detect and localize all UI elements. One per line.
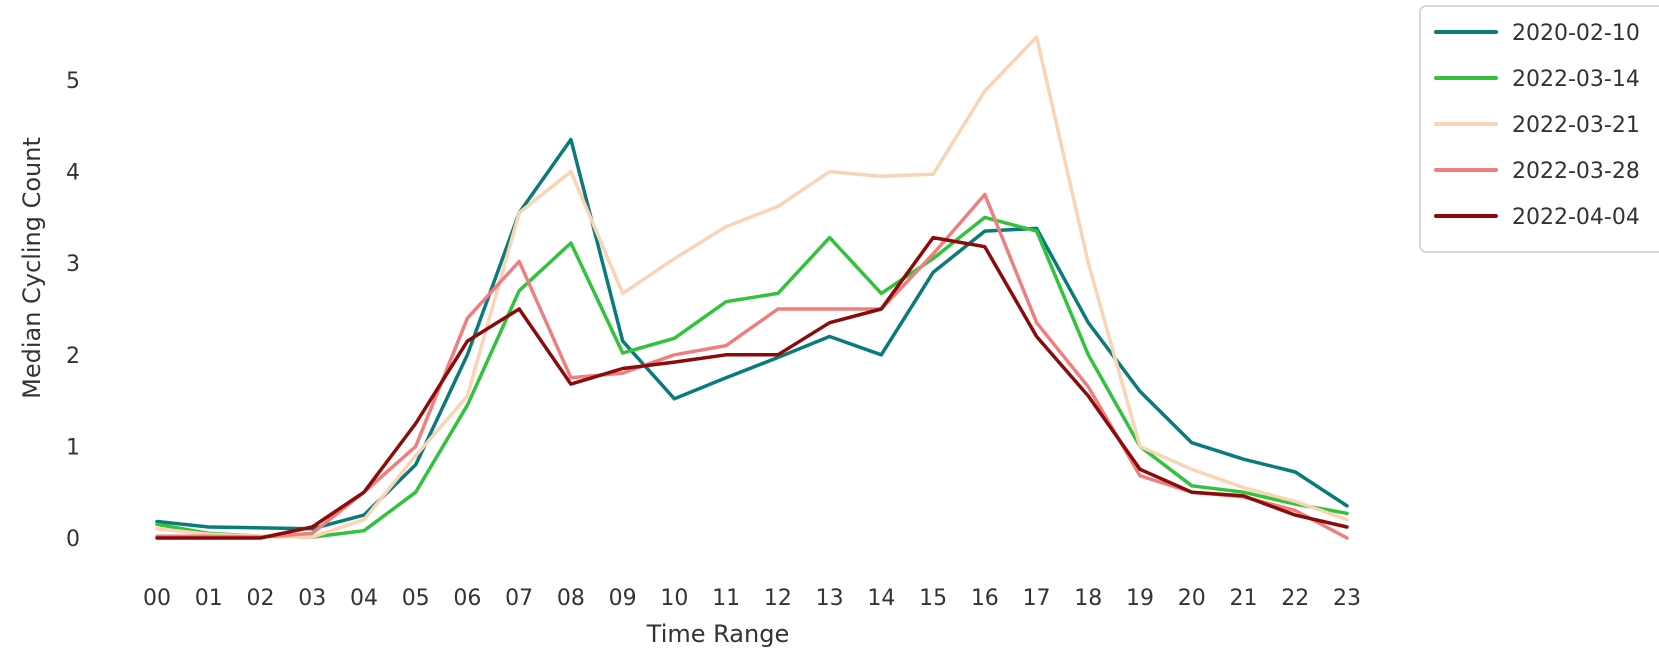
- x-tick-label: 05: [402, 586, 430, 611]
- x-tick-label: 11: [712, 586, 740, 611]
- series-line-2020-02-10: [155, 137, 1349, 531]
- legend-label: 2022-03-28: [1512, 159, 1640, 184]
- x-tick-label: 19: [1126, 586, 1154, 611]
- y-tick-label: 2: [66, 344, 80, 369]
- y-tick-label: 0: [66, 527, 80, 552]
- x-tick-label: 23: [1333, 586, 1361, 611]
- series-line-2022-03-21: [155, 35, 1349, 539]
- x-tick-label: 10: [660, 586, 688, 611]
- x-tick-label: 13: [816, 586, 844, 611]
- x-axis-label: Time Range: [646, 620, 789, 648]
- y-axis-ticks: 0 1 2 3 4 5: [66, 69, 80, 552]
- x-tick-label: 08: [557, 586, 585, 611]
- x-tick-label: 18: [1074, 586, 1102, 611]
- x-tick-label: 00: [143, 586, 171, 611]
- x-tick-label: 14: [867, 586, 895, 611]
- x-axis-ticks: 00 01 02 03 04 05 06 07 08 09 10 11 12 13 14 15 16 17 18 19…: [143, 586, 1361, 611]
- y-axis-label: Median Cycling Count: [18, 137, 46, 399]
- x-tick-label: 20: [1178, 586, 1206, 611]
- x-tick-label: 01: [195, 586, 223, 611]
- x-tick-label: 22: [1281, 586, 1309, 611]
- x-tick-label: 17: [1023, 586, 1051, 611]
- x-tick-label: 04: [350, 586, 378, 611]
- series-line-2022-04-04: [155, 235, 1349, 540]
- legend: 2020-02-10 2022-03-14 2022-03-21 2022-03-28…: [1419, 5, 1659, 253]
- x-tick-label: 02: [246, 586, 274, 611]
- x-tick-label: 09: [609, 586, 637, 611]
- legend-label: 2022-03-21: [1512, 113, 1640, 138]
- legend-label: 2022-03-14: [1512, 67, 1640, 92]
- x-tick-label: 15: [919, 586, 947, 611]
- x-tick-label: 06: [453, 586, 481, 611]
- y-tick-label: 5: [66, 69, 80, 94]
- y-tick-label: 4: [66, 161, 80, 186]
- series-lines: [155, 35, 1349, 540]
- x-tick-label: 03: [298, 586, 326, 611]
- x-tick-label: 16: [971, 586, 999, 611]
- series-line-2022-03-14: [155, 215, 1349, 539]
- x-tick-label: 21: [1230, 586, 1258, 611]
- y-tick-label: 1: [66, 435, 80, 460]
- x-tick-label: 07: [505, 586, 533, 611]
- legend-label: 2020-02-10: [1512, 21, 1640, 46]
- legend-items: 2020-02-10 2022-03-14 2022-03-21 2022-03-28…: [1434, 21, 1640, 230]
- legend-box: [1419, 5, 1659, 253]
- legend-label: 2022-04-04: [1512, 205, 1640, 230]
- x-tick-label: 12: [764, 586, 792, 611]
- y-tick-label: 3: [66, 252, 80, 277]
